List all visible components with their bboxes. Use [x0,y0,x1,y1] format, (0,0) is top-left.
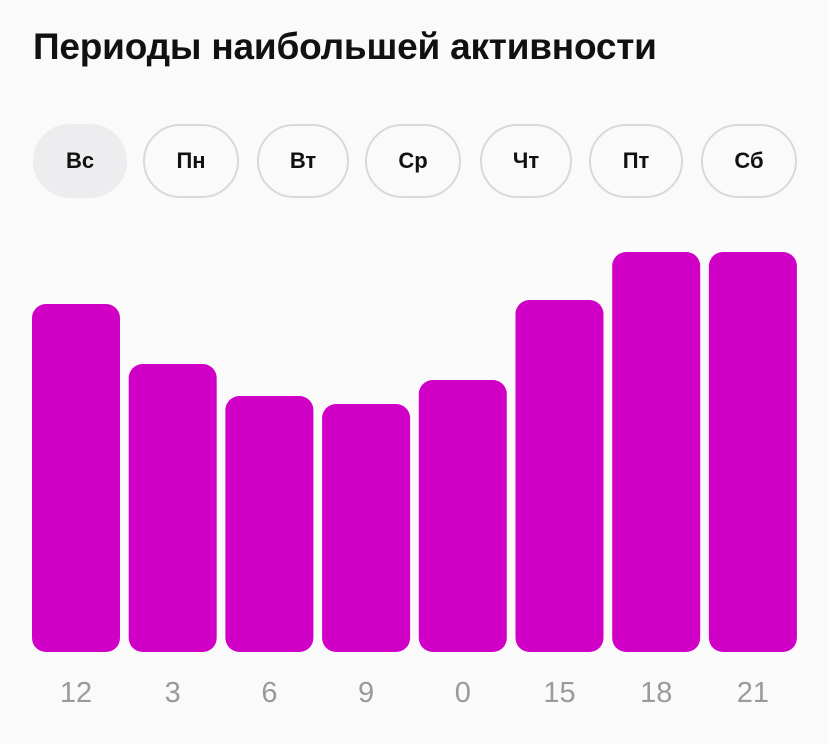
chart-title: Периоды наибольшей активности [33,26,657,67]
day-tab-thursday[interactable]: Чт [480,124,572,198]
day-tab-sunday[interactable]: Вс [33,124,127,198]
day-tab-friday[interactable]: Пт [589,124,683,198]
bar-hour-9 [322,404,411,652]
x-tick-label: 15 [543,677,575,709]
day-tab-tuesday[interactable]: Вт [257,124,349,198]
activity-bar-chart: 12 3 6 9 0 15 18 21 [32,252,797,709]
bar-hour-3 [128,364,217,652]
bar-hour-12 [32,304,120,652]
day-tab-monday[interactable]: Пн [143,124,239,198]
x-tick-label: 0 [455,677,471,709]
bar-hour-15 [515,300,604,652]
x-tick-label: 6 [261,677,277,709]
bar-hour-18 [612,252,701,652]
day-tab-wednesday[interactable]: Ср [365,124,461,198]
x-tick-label: 9 [358,677,374,709]
day-tab-saturday[interactable]: Сб [701,124,797,198]
x-tick-label: 12 [60,677,92,709]
x-tick-label: 18 [640,677,672,709]
x-tick-label: 21 [737,677,769,709]
bar-hour-0 [418,380,507,652]
x-tick-label: 3 [165,677,181,709]
bar-hour-21 [708,252,797,652]
bar-hour-6 [225,396,314,652]
day-tabs: Вс Пн Вт Ср Чт Пт Сб [0,124,828,200]
